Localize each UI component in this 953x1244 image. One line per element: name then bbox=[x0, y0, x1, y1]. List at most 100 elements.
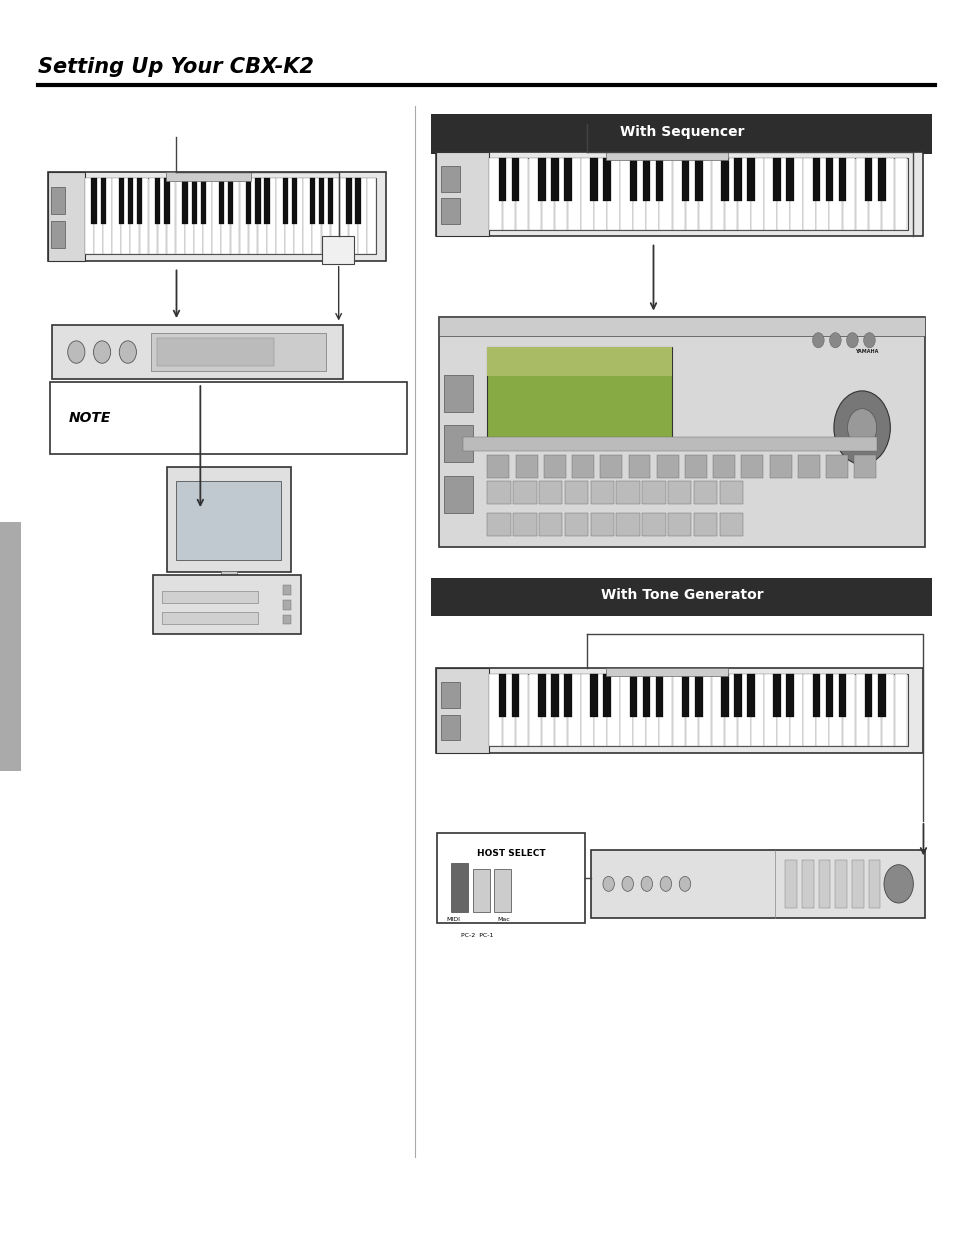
Bar bbox=[231, 178, 239, 254]
Bar bbox=[602, 158, 610, 200]
Bar bbox=[711, 674, 723, 746]
Bar bbox=[681, 674, 689, 717]
Bar bbox=[541, 674, 554, 746]
Bar bbox=[773, 158, 781, 200]
Bar bbox=[131, 178, 139, 254]
Bar bbox=[331, 178, 339, 254]
Bar bbox=[606, 152, 727, 160]
Text: With Sequencer: With Sequencer bbox=[619, 124, 743, 139]
Bar bbox=[881, 674, 893, 746]
Circle shape bbox=[862, 332, 874, 348]
Text: Setting Up Your CBX-K2: Setting Up Your CBX-K2 bbox=[38, 57, 314, 77]
Bar bbox=[590, 480, 614, 504]
Text: HOST SELECT: HOST SELECT bbox=[476, 848, 544, 857]
Bar bbox=[100, 178, 106, 224]
Bar bbox=[431, 578, 931, 616]
Bar bbox=[139, 178, 148, 254]
Bar bbox=[264, 178, 270, 224]
Bar bbox=[838, 674, 845, 717]
Bar bbox=[877, 158, 884, 200]
Bar bbox=[203, 178, 212, 254]
Bar bbox=[112, 178, 121, 254]
Bar bbox=[167, 178, 175, 254]
Bar bbox=[162, 612, 258, 624]
Bar bbox=[176, 481, 281, 560]
Bar bbox=[555, 674, 567, 746]
Bar bbox=[283, 615, 291, 624]
Bar bbox=[789, 158, 802, 230]
Bar bbox=[667, 480, 691, 504]
Bar bbox=[738, 674, 750, 746]
Bar bbox=[773, 674, 781, 717]
Bar bbox=[162, 591, 258, 603]
Bar bbox=[512, 158, 518, 200]
Bar bbox=[746, 158, 754, 200]
Bar bbox=[563, 158, 571, 200]
Bar bbox=[606, 158, 619, 230]
Bar bbox=[367, 178, 375, 254]
Bar bbox=[854, 455, 875, 478]
Bar bbox=[835, 860, 846, 908]
Bar bbox=[257, 178, 266, 254]
Bar bbox=[777, 158, 789, 230]
Bar bbox=[642, 158, 650, 200]
Bar bbox=[734, 158, 740, 200]
Bar bbox=[784, 860, 796, 908]
Bar bbox=[789, 674, 802, 746]
Bar bbox=[438, 317, 924, 547]
Bar bbox=[740, 455, 762, 478]
Bar bbox=[502, 674, 515, 746]
Bar bbox=[655, 158, 662, 200]
Bar bbox=[537, 674, 545, 717]
Bar bbox=[641, 480, 665, 504]
Bar bbox=[642, 674, 650, 717]
Bar bbox=[228, 178, 233, 224]
Bar bbox=[619, 158, 632, 230]
Bar bbox=[785, 674, 793, 717]
Bar bbox=[118, 178, 124, 224]
Bar bbox=[516, 455, 537, 478]
Bar bbox=[318, 178, 324, 224]
Circle shape bbox=[833, 391, 889, 464]
Bar bbox=[868, 158, 881, 230]
Bar bbox=[487, 513, 510, 536]
Bar bbox=[738, 158, 750, 230]
Bar bbox=[221, 571, 236, 591]
Circle shape bbox=[829, 332, 841, 348]
Bar bbox=[672, 674, 684, 746]
Bar bbox=[213, 178, 221, 254]
Bar bbox=[489, 158, 501, 230]
Bar bbox=[267, 178, 275, 254]
Bar bbox=[0, 522, 21, 771]
Text: With Tone Generator: With Tone Generator bbox=[600, 587, 762, 602]
Circle shape bbox=[679, 876, 690, 891]
Circle shape bbox=[845, 332, 858, 348]
Text: Mac: Mac bbox=[497, 917, 510, 922]
Bar bbox=[275, 178, 284, 254]
Bar bbox=[121, 178, 130, 254]
Bar bbox=[246, 178, 252, 224]
Bar bbox=[294, 178, 303, 254]
Bar bbox=[498, 674, 506, 717]
Bar bbox=[616, 480, 639, 504]
Bar bbox=[436, 152, 922, 236]
Text: PC-2  PC-1: PC-2 PC-1 bbox=[460, 933, 493, 938]
Bar bbox=[443, 374, 473, 412]
Bar bbox=[194, 178, 203, 254]
Bar bbox=[48, 172, 386, 261]
Bar bbox=[516, 674, 528, 746]
Bar bbox=[543, 455, 565, 478]
Bar bbox=[656, 455, 678, 478]
Bar bbox=[436, 668, 489, 753]
Bar bbox=[746, 674, 754, 717]
Bar bbox=[763, 674, 776, 746]
Bar bbox=[221, 178, 230, 254]
Bar bbox=[538, 513, 562, 536]
Bar bbox=[528, 158, 540, 230]
Bar bbox=[646, 158, 659, 230]
Bar bbox=[838, 158, 845, 200]
Bar bbox=[769, 455, 791, 478]
Bar bbox=[489, 674, 501, 746]
Bar bbox=[182, 178, 188, 224]
Bar bbox=[192, 178, 196, 224]
